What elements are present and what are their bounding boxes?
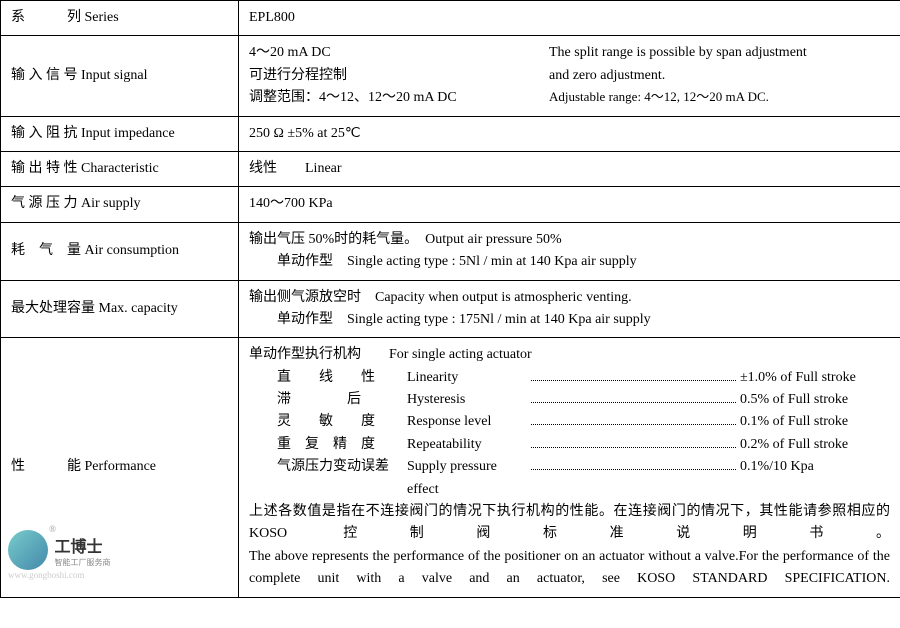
label-cn: 输 入 信 号 [11,68,78,83]
row-input-impedance: 输 入 阻 抗 Input impedance 250 Ω ±5% at 25℃ [1,116,900,151]
spec-cn: 灵 敏 度 [277,411,407,433]
perf-note-cn: 上述各数值是指在不连接阀门的情况下执行机构的性能。在连接阀门的情况下，其性能请参… [249,501,890,546]
label-cn: 输 入 阻 抗 [11,126,78,141]
sig-l2-left: 可进行分程控制 [249,65,549,87]
row-air-consumption: 耗 气 量 Air consumption 输出气压 50%时的耗气量。 Out… [1,222,900,280]
dots [531,402,736,403]
sig-l1-left: 4～20 mA DC [249,42,549,64]
sig-l2-right: and zero adjustment. [549,65,890,87]
label-cn: 耗 气 量 [11,243,81,258]
spec-val: 0.5% of Full stroke [740,389,890,411]
spec-line: 灵 敏 度Response level 0.1% of Full stroke [277,411,890,433]
row-performance: 性 能 Performance 单动作型执行机构 For single acti… [1,338,900,597]
spec-cn: 直 线 性 [277,367,407,389]
row-max-capacity: 最大处理容量 Max. capacity 输出侧气源放空时 Capacity w… [1,280,900,338]
spec-cn: 重 复 精 度 [277,434,407,456]
spec-val: 0.1% of Full stroke [740,411,890,433]
mc-l2: 单动作型 Single acting type : 175Nl / min at… [277,309,890,331]
row-input-signal: 输 入 信 号 Input signal 4～20 mA DCThe split… [1,36,900,116]
label-en: Air consumption [85,243,180,258]
label-en: Air supply [81,196,141,211]
label-cn: 性 能 [11,459,81,474]
spec-line: 滞 后Hysteresis 0.5% of Full stroke [277,389,890,411]
row-series: 系 列 Series EPL800 [1,1,900,36]
spec-table: 系 列 Series EPL800 输 入 信 号 Input signal 4… [0,0,900,598]
perf-specs: 直 线 性Linearity±1.0% of Full stroke滞 后Hys… [277,367,890,501]
row-air-supply: 气 源 压 力 Air supply 140～700 KPa [1,187,900,222]
spec-en: Hysteresis [407,389,527,411]
label-en: Input signal [81,68,148,83]
spec-en: Linearity [407,367,527,389]
sig-l1-right: The split range is possible by span adju… [549,42,890,64]
label-cn: 最大处理容量 [11,301,95,316]
spec-line: 直 线 性Linearity ±1.0% of Full stroke [277,367,890,389]
value: 140～700 KPa [239,187,900,222]
spec-cn: 滞 后 [277,389,407,411]
perf-note-en: The above represents the performance of … [249,546,890,591]
spec-cn: 气源压力变动误差 [277,456,407,478]
label-en: Input impedance [81,126,175,141]
sig-l3-left: 调整范围：4～12、12～20 mA DC [249,87,549,109]
dots [531,469,736,470]
value: EPL800 [239,1,900,36]
ac-l2: 单动作型 Single acting type : 5Nl / min at 1… [277,251,890,273]
ac-l1: 输出气压 50%时的耗气量。 Output air pressure 50% [249,229,890,251]
label-cn: 输 出 特 性 [11,161,78,176]
spec-val: ±1.0% of Full stroke [740,367,890,389]
value: 250 Ω ±5% at 25℃ [239,116,900,151]
value-en: Linear [305,161,342,176]
dots [531,424,736,425]
label-en: Series [85,10,119,25]
perf-header: 单动作型执行机构 For single acting actuator [249,344,890,366]
dots [531,380,736,381]
label-en: Performance [85,459,157,474]
row-characteristic: 输 出 特 性 Characteristic 线性 Linear [1,151,900,186]
spec-en: Supply pressure effect [407,456,527,501]
label-en: Max. capacity [99,301,178,316]
label-cn: 系 列 [11,10,81,25]
spec-val: 0.1%/10 Kpa [740,456,890,478]
mc-l1: 输出侧气源放空时 Capacity when output is atmosph… [249,287,890,309]
spec-en: Repeatability [407,434,527,456]
spec-en: Response level [407,411,527,433]
label-cn: 气 源 压 力 [11,196,78,211]
value-cn: 线性 [249,161,277,176]
dots [531,447,736,448]
spec-line: 气源压力变动误差Supply pressure effect 0.1%/10 Kp… [277,456,890,501]
spec-val: 0.2% of Full stroke [740,434,890,456]
label-en: Characteristic [81,161,159,176]
spec-line: 重 复 精 度Repeatability 0.2% of Full stroke [277,434,890,456]
sig-l3-right: Adjustable range: 4～12, 12～20 mA DC. [549,87,890,109]
